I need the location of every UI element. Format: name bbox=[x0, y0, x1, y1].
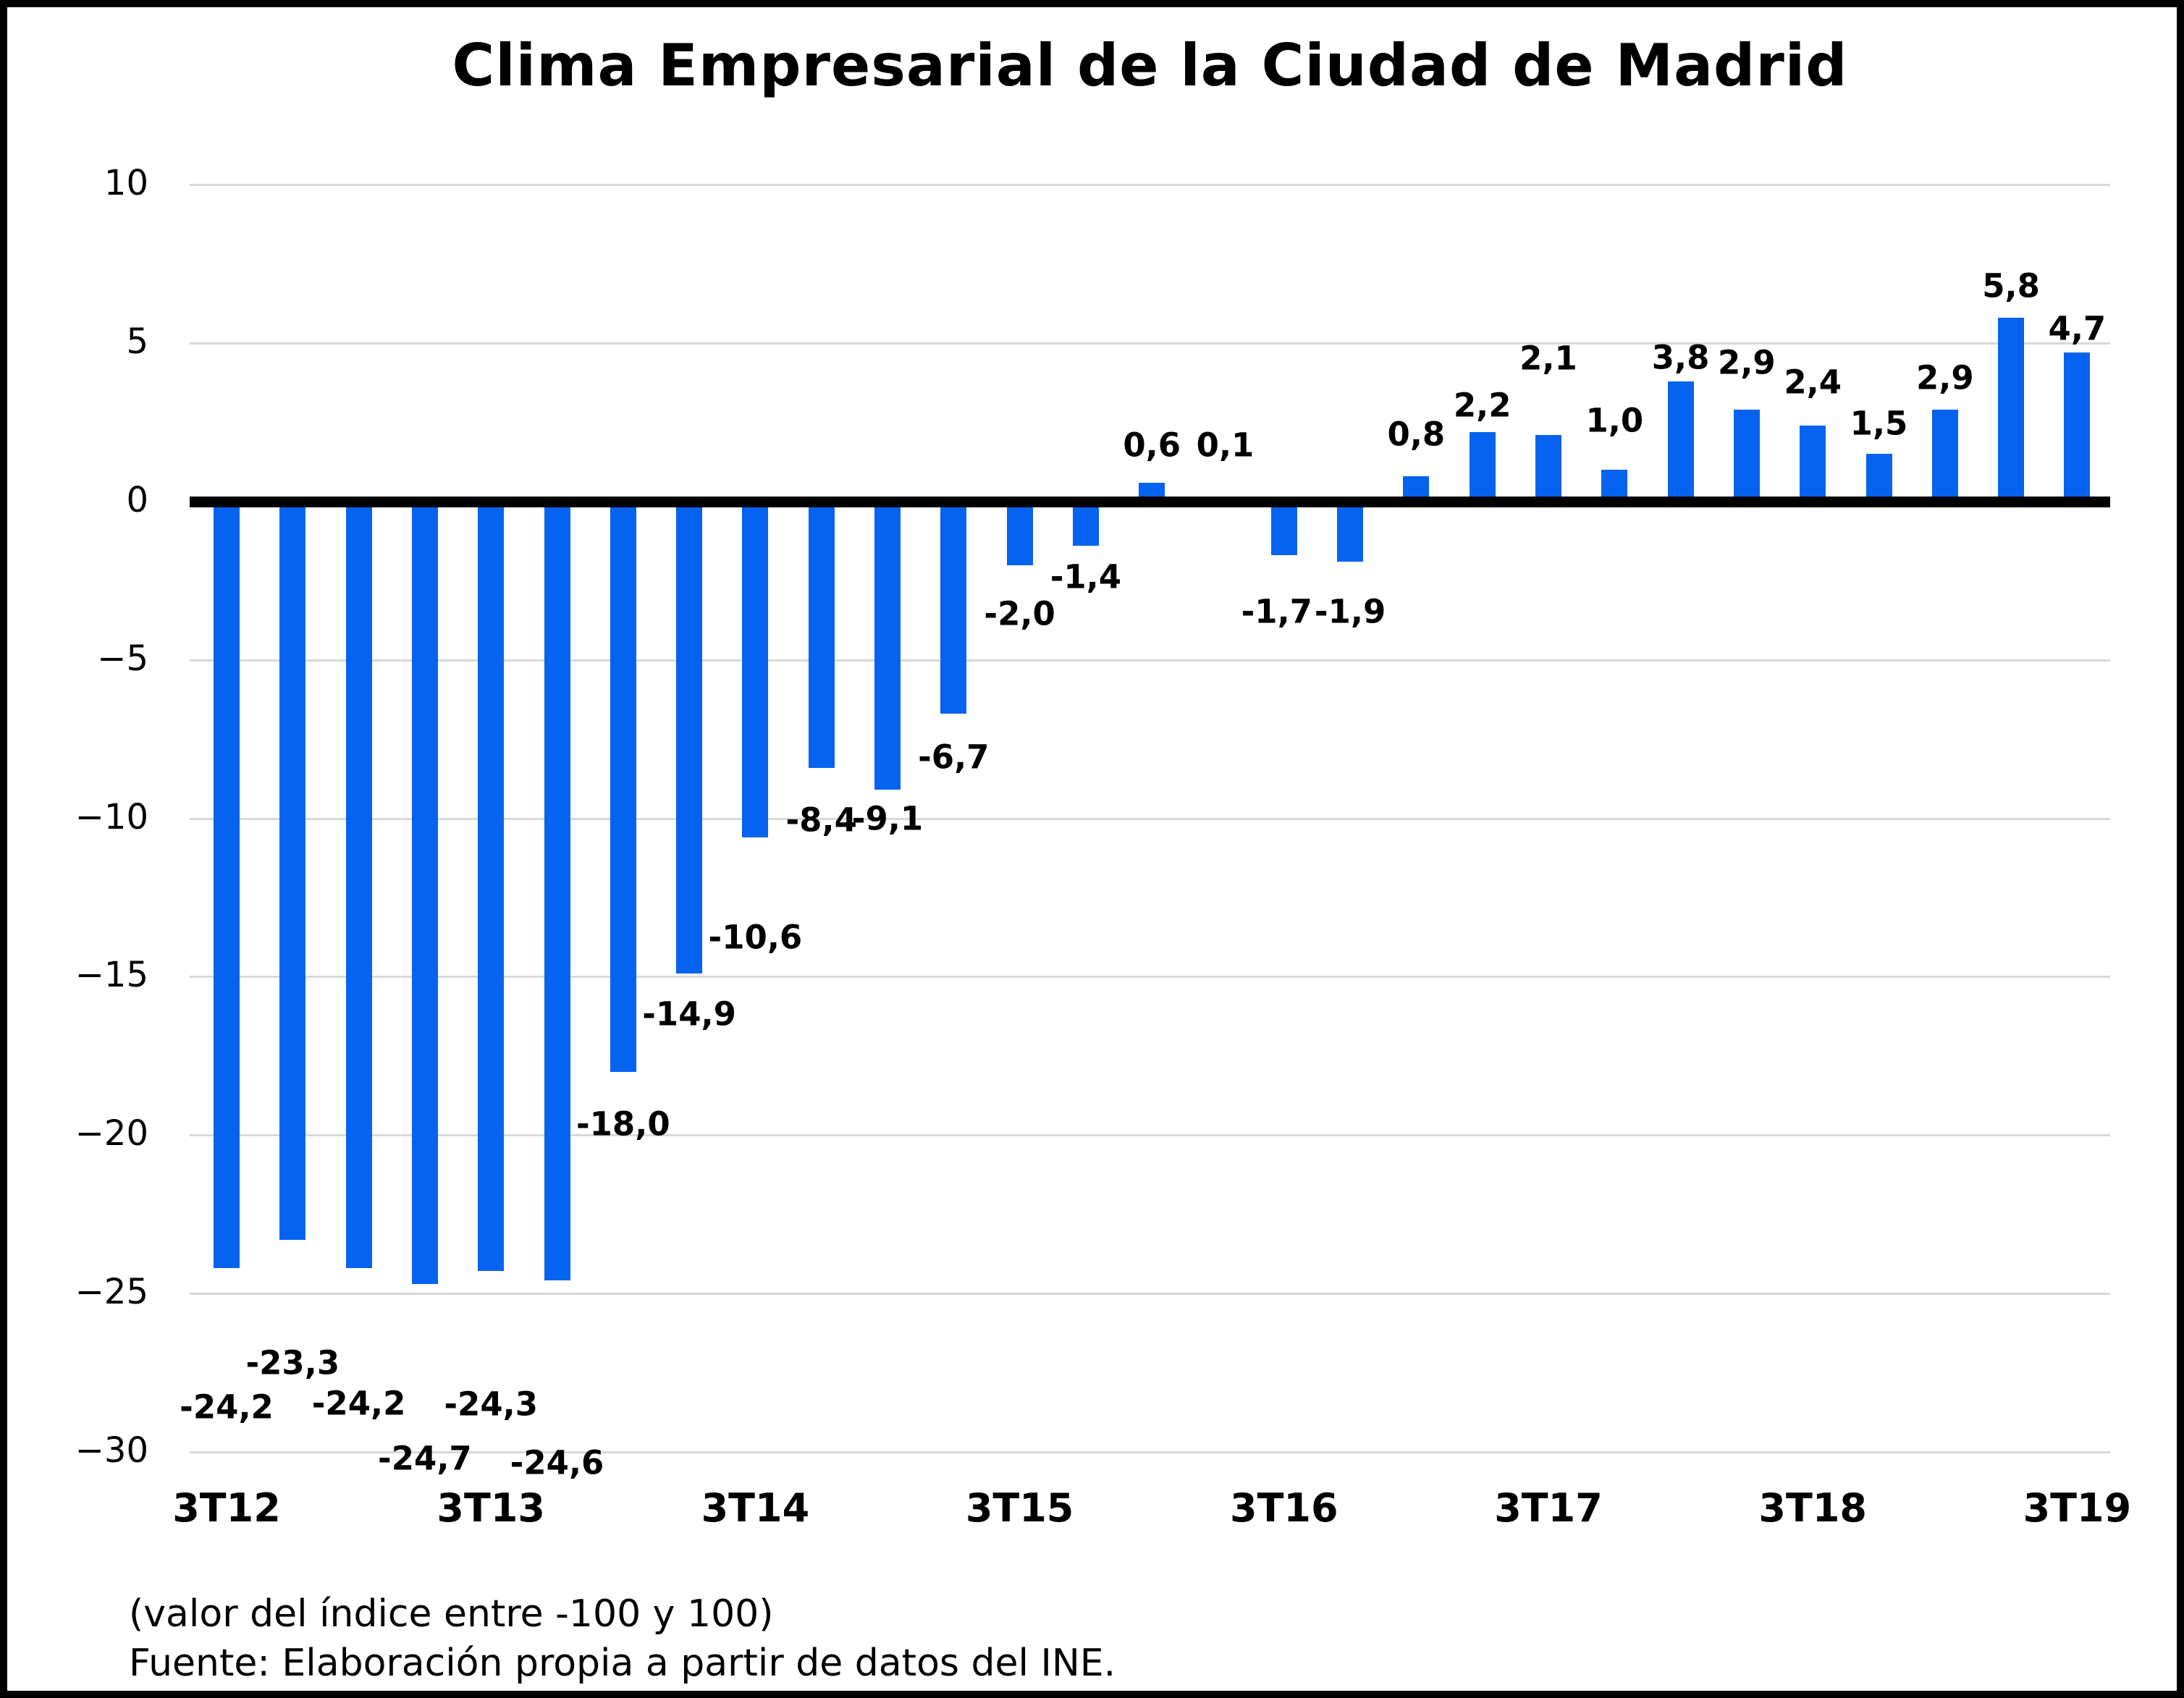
bar-value-label: 2,9 bbox=[1718, 343, 1776, 382]
bar bbox=[279, 502, 305, 1240]
y-axis-tick-label: −25 bbox=[75, 1272, 148, 1312]
bar bbox=[1668, 381, 1694, 502]
bar-value-label: 0,6 bbox=[1123, 426, 1181, 465]
bar-value-label: -2,0 bbox=[984, 594, 1055, 633]
bar bbox=[1337, 502, 1363, 562]
bar bbox=[1998, 318, 2024, 502]
x-axis-tick-label: 3T13 bbox=[437, 1485, 545, 1531]
y-axis-tick-label: 5 bbox=[126, 321, 148, 363]
bar bbox=[346, 502, 372, 1268]
footnote-index-range: (valor del índice entre -100 y 100) bbox=[129, 1592, 774, 1636]
bar bbox=[809, 502, 835, 768]
y-axis-tick-label: −15 bbox=[75, 955, 148, 996]
bar bbox=[214, 502, 240, 1268]
y-axis-tick-label: −20 bbox=[75, 1113, 148, 1154]
bar bbox=[1073, 502, 1099, 546]
footnote-source: Fuente: Elaboración propia a partir de d… bbox=[129, 1642, 1116, 1685]
bar bbox=[676, 502, 702, 974]
bar-value-label: -8,4 bbox=[785, 801, 857, 840]
bar-value-label: 0,1 bbox=[1196, 426, 1255, 465]
bar bbox=[1271, 502, 1297, 556]
x-axis-tick-label: 3T18 bbox=[1758, 1485, 1867, 1531]
bar-value-label: -1,9 bbox=[1314, 592, 1386, 631]
chart-title: Clima Empresarial de la Ciudad de Madrid bbox=[452, 32, 1848, 99]
bar-value-label: -1,4 bbox=[1050, 557, 1122, 596]
y-axis-tick-label: −30 bbox=[75, 1429, 148, 1471]
bar-value-label: -6,7 bbox=[918, 738, 990, 777]
bar-value-label: -24,7 bbox=[378, 1439, 472, 1478]
bar-value-label: 1,0 bbox=[1585, 401, 1644, 440]
bar-value-label: -18,0 bbox=[575, 1104, 670, 1144]
y-axis-tick-label: 10 bbox=[104, 163, 148, 204]
x-axis-tick-label: 3T12 bbox=[172, 1485, 281, 1531]
x-axis-zero-line bbox=[190, 497, 2110, 507]
bar bbox=[1601, 470, 1627, 502]
x-axis-tick-label: 3T19 bbox=[2023, 1485, 2132, 1531]
x-axis-tick-label: 3T17 bbox=[1494, 1485, 1603, 1531]
bar-value-label: -1,7 bbox=[1241, 592, 1312, 631]
x-axis-tick-label: 3T15 bbox=[965, 1485, 1074, 1531]
gridline bbox=[190, 1450, 2110, 1453]
bar bbox=[1470, 431, 1496, 502]
bar bbox=[1007, 502, 1033, 565]
gridline bbox=[190, 1293, 2110, 1295]
y-axis-tick-label: −10 bbox=[75, 796, 148, 837]
bar-value-label: -24,6 bbox=[510, 1443, 604, 1482]
gridline bbox=[190, 659, 2110, 662]
bar bbox=[940, 502, 966, 714]
bar bbox=[544, 502, 570, 1281]
bar-value-label: 5,8 bbox=[1982, 266, 2040, 305]
chart-footnotes: (valor del índice entre -100 y 100) Fuen… bbox=[129, 1589, 1116, 1688]
bar-value-label: 2,4 bbox=[1784, 363, 1842, 402]
bar bbox=[2064, 352, 2090, 502]
bar bbox=[742, 502, 768, 837]
y-axis-tick-label: −5 bbox=[97, 638, 148, 679]
bar-value-label: 2,2 bbox=[1453, 386, 1511, 425]
x-axis-tick-label: 3T14 bbox=[701, 1485, 810, 1531]
gridline bbox=[190, 342, 2110, 345]
bar-value-label: 0,8 bbox=[1387, 415, 1446, 454]
bar-value-label: -24,2 bbox=[180, 1387, 274, 1427]
bar-value-label: 1,5 bbox=[1850, 404, 1908, 443]
y-axis-tick-label: 0 bbox=[126, 480, 148, 520]
bar bbox=[610, 502, 636, 1072]
bar bbox=[1734, 410, 1760, 502]
x-axis-tick-label: 3T16 bbox=[1230, 1485, 1338, 1531]
bar bbox=[874, 502, 901, 790]
bar-value-label: -10,6 bbox=[708, 918, 803, 957]
bar bbox=[1800, 425, 1826, 502]
gridline bbox=[190, 1134, 2110, 1137]
bar-value-label: -24,2 bbox=[311, 1384, 406, 1423]
bar bbox=[1535, 435, 1561, 502]
bar bbox=[412, 502, 438, 1284]
bar-value-label: 3,8 bbox=[1651, 338, 1710, 377]
bar bbox=[1932, 410, 1958, 502]
bar-value-label: -9,1 bbox=[851, 799, 924, 838]
gridline bbox=[190, 976, 2110, 979]
bar-value-label: -14,9 bbox=[642, 994, 736, 1034]
bar-value-label: 4,7 bbox=[2048, 309, 2107, 348]
bar bbox=[478, 502, 504, 1272]
bar bbox=[1866, 454, 1892, 502]
bar-value-label: -23,3 bbox=[245, 1343, 340, 1382]
bar-value-label: 2,1 bbox=[1519, 339, 1577, 378]
gridline bbox=[190, 817, 2110, 820]
bar-value-label: 2,9 bbox=[1915, 358, 1974, 397]
gridline bbox=[190, 184, 2110, 187]
bar-value-label: -24,3 bbox=[444, 1385, 539, 1424]
